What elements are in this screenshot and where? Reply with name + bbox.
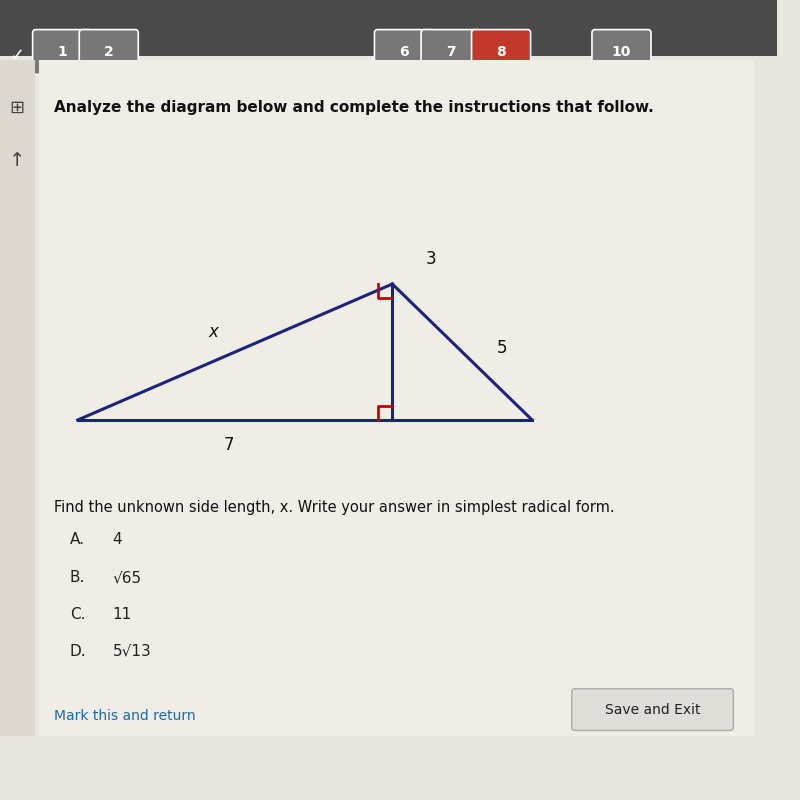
Text: 5√13: 5√13 (113, 644, 151, 658)
FancyBboxPatch shape (0, 60, 35, 736)
FancyBboxPatch shape (39, 60, 754, 736)
Text: D.: D. (70, 644, 86, 658)
Text: Save and Exit: Save and Exit (605, 702, 700, 717)
Text: ↑: ↑ (9, 150, 26, 170)
FancyBboxPatch shape (0, 0, 777, 56)
FancyBboxPatch shape (471, 30, 530, 74)
Text: 11: 11 (113, 607, 132, 622)
Text: 6: 6 (399, 45, 409, 59)
Text: Find the unknown side length, x. Write your answer in simplest radical form.: Find the unknown side length, x. Write y… (54, 500, 615, 515)
Text: Mark this and return: Mark this and return (54, 709, 196, 723)
Text: B.: B. (70, 570, 86, 585)
Text: C.: C. (70, 607, 86, 622)
FancyBboxPatch shape (592, 30, 651, 74)
FancyBboxPatch shape (79, 30, 138, 74)
Text: 7: 7 (224, 436, 234, 454)
Text: 5: 5 (497, 339, 508, 357)
Text: 7: 7 (446, 45, 455, 59)
FancyBboxPatch shape (374, 30, 434, 74)
Text: 8: 8 (496, 45, 506, 59)
Text: √65: √65 (113, 570, 142, 585)
FancyBboxPatch shape (421, 30, 480, 74)
Text: A.: A. (70, 533, 85, 547)
Text: 2: 2 (104, 45, 114, 59)
Text: x: x (209, 323, 218, 341)
Text: 1: 1 (58, 45, 67, 59)
Text: 3: 3 (426, 250, 437, 268)
Text: Analyze the diagram below and complete the instructions that follow.: Analyze the diagram below and complete t… (54, 100, 654, 115)
Text: ⊞: ⊞ (10, 99, 25, 117)
Text: ✓: ✓ (10, 47, 25, 65)
Text: 10: 10 (612, 45, 631, 59)
FancyBboxPatch shape (572, 689, 734, 730)
Text: 4: 4 (113, 533, 122, 547)
FancyBboxPatch shape (33, 30, 92, 74)
